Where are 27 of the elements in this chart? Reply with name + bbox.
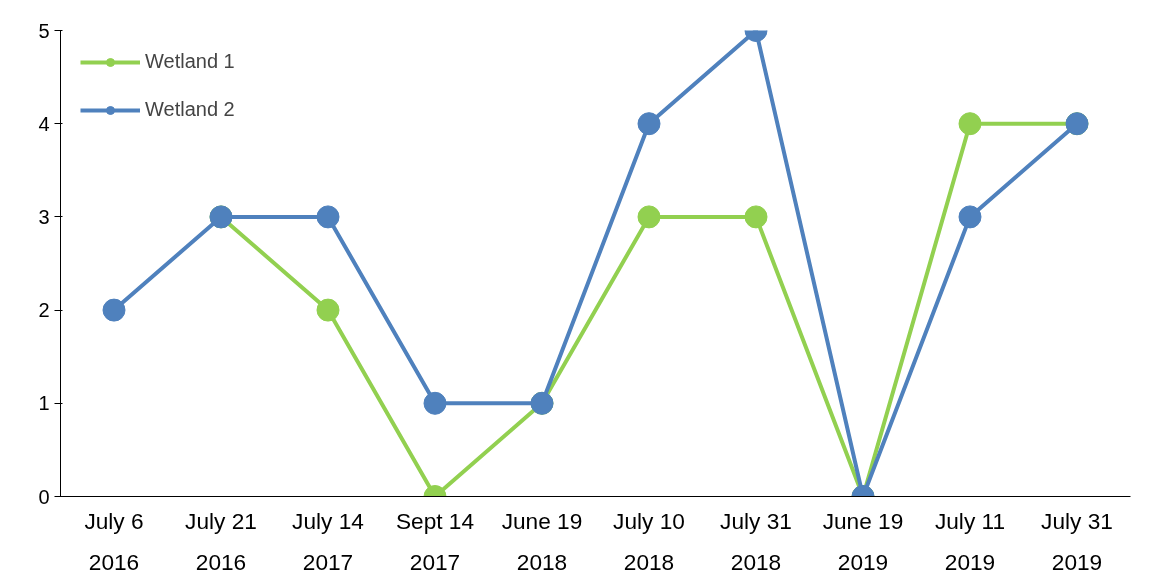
y-tick-label: 4 <box>38 112 50 135</box>
x-tick-label: Sept 14 2017 <box>395 507 475 576</box>
point <box>316 205 340 229</box>
x-tick-label: July 31 2019 <box>1041 507 1113 576</box>
x-tick-label: July 6 2016 <box>84 507 144 576</box>
x-tick-label: July 21 2016 <box>185 507 257 576</box>
y-tick-label: 2 <box>38 299 50 322</box>
y-tick-label: 5 <box>38 19 50 42</box>
point <box>637 112 661 136</box>
legend-label: Wetland 1 <box>145 50 235 73</box>
x-tick-label: July 31 2018 <box>720 507 792 576</box>
x-tick-label: July 14 2017 <box>292 507 364 576</box>
x-tick-label: June 19 2019 <box>822 507 904 576</box>
point <box>102 298 126 322</box>
point <box>744 205 768 229</box>
x-tick-label: July 10 2018 <box>613 507 685 576</box>
y-tick-label: 0 <box>38 485 50 508</box>
y-tick-label: 3 <box>38 205 50 228</box>
legend-label: Wetland 2 <box>145 98 235 121</box>
x-tick-label: June 19 2018 <box>501 507 583 576</box>
point <box>958 112 982 136</box>
point <box>423 391 447 415</box>
point <box>637 205 661 229</box>
x-tick-label: July 11 2019 <box>934 507 1006 576</box>
y-tick-label: 1 <box>38 392 50 415</box>
point <box>958 205 982 229</box>
point <box>316 298 340 322</box>
